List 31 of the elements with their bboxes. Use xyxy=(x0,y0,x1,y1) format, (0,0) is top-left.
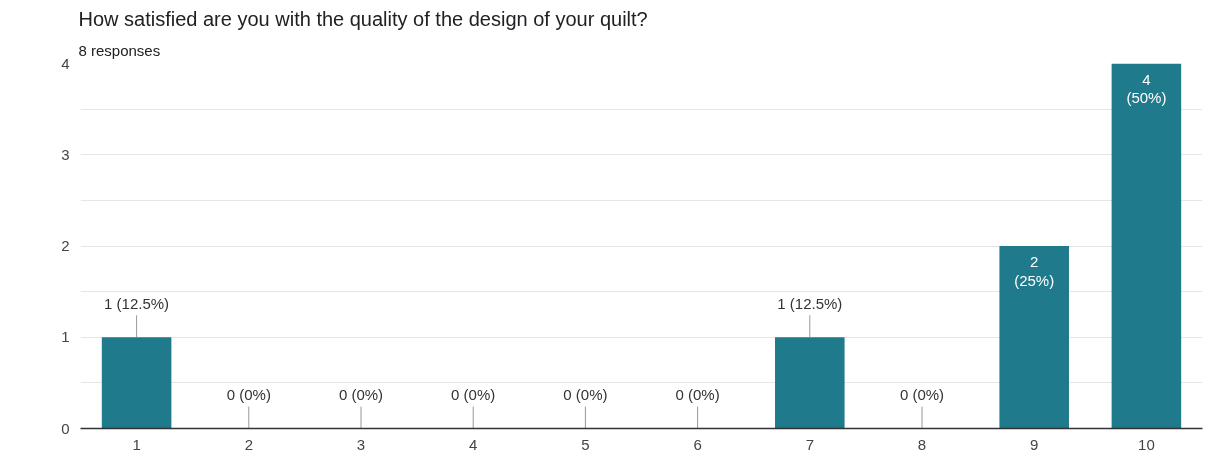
data-label: 1 (12.5%) xyxy=(777,294,843,312)
data-label: 0 (0%) xyxy=(675,385,720,403)
x-tick-label: 8 xyxy=(917,435,927,453)
data-label: 2 (25%) xyxy=(1014,253,1055,289)
y-tick-label: 0 xyxy=(61,419,70,437)
x-tick-label: 1 xyxy=(132,435,141,453)
y-tick-label: 2 xyxy=(61,237,70,254)
y-tick-label: 3 xyxy=(61,145,70,163)
x-tick-label: 7 xyxy=(805,435,814,453)
x-tick-label: 4 xyxy=(469,435,478,453)
data-label: 0 (0%) xyxy=(338,385,384,403)
data-label: 0 (0%) xyxy=(226,385,271,403)
bar xyxy=(775,337,845,429)
data-label: 0 (0%) xyxy=(899,385,945,403)
x-tick-label: 9 xyxy=(1030,435,1039,453)
y-tick-label: 1 xyxy=(61,328,70,346)
chart-subtitle: 8 responses xyxy=(78,41,161,59)
data-label: 0 (0%) xyxy=(563,385,608,403)
bar xyxy=(101,337,172,429)
chart-title: How satisfied are you with the quality of the design of your quilt? xyxy=(78,7,648,30)
x-tick-label: 6 xyxy=(693,435,702,453)
data-label: 0 (0%) xyxy=(451,385,496,403)
x-tick-label: 10 xyxy=(1138,435,1155,453)
data-label: 1 (12.5%) xyxy=(104,294,170,312)
x-tick-label: 3 xyxy=(356,435,366,453)
y-tick-label: 4 xyxy=(61,54,70,72)
bar xyxy=(1111,63,1182,429)
bar xyxy=(999,246,1069,429)
data-label: 4 (50%) xyxy=(1126,70,1167,107)
x-tick-label: 5 xyxy=(581,435,590,453)
x-tick-label: 2 xyxy=(244,435,253,453)
